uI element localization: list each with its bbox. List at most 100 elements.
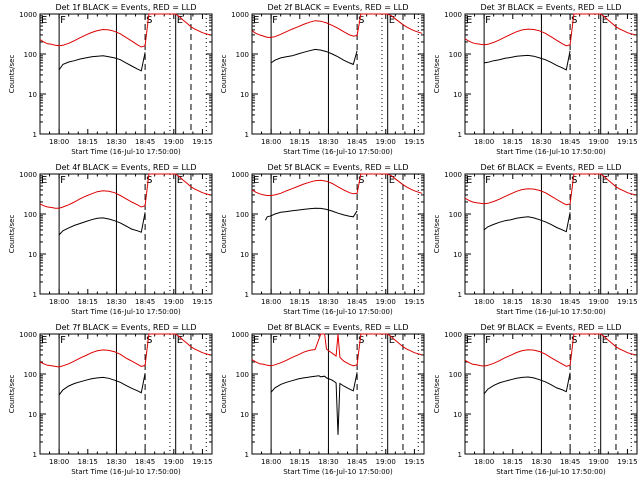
y-tick-label: 10 [240, 411, 249, 419]
y-axis-label: Counts/sec [8, 375, 16, 414]
x-tick-label: 19:15 [404, 138, 424, 146]
y-axis-label: Counts/sec [220, 215, 228, 254]
series-line-lld [464, 13, 636, 47]
y-tick-label: 10 [28, 251, 37, 259]
marker-label: S [571, 15, 577, 26]
series-line-events [270, 48, 358, 66]
chart-panel-9: Det 9f BLACK = Events, RED = LLD 1 10 100 10… [433, 323, 638, 476]
marker-label: E [389, 335, 395, 346]
y-tick-label: 100 [449, 211, 462, 219]
x-tick-label: 19:15 [617, 458, 637, 466]
x-tick-label: 18:30 [531, 298, 551, 306]
x-tick-label: 18:45 [135, 298, 155, 306]
y-tick-label: 100 [236, 211, 249, 219]
x-axis-label: Start Time (16-Jul-10 17:50:00) [283, 468, 393, 476]
x-axis-label: Start Time (16-Jul-10 17:50:00) [71, 148, 181, 156]
x-axis-label: Start Time (16-Jul-10 17:50:00) [71, 308, 181, 316]
y-tick-label: 1 [33, 451, 37, 459]
chart-title: Det 9f BLACK = Events, RED = LLD [480, 323, 621, 332]
y-tick-label: 1000 [231, 331, 249, 339]
x-tick-label: 18:45 [135, 138, 155, 146]
x-tick-label: 18:30 [531, 138, 551, 146]
y-tick-label: 10 [240, 251, 249, 259]
marker-label: F [60, 175, 66, 186]
marker-label: E [602, 175, 608, 186]
chart-panel-3: Det 3f BLACK = Events, RED = LLD 1 10 100 10… [433, 3, 638, 156]
series-line-events [264, 207, 358, 221]
series-line-events [484, 50, 571, 71]
x-tick-label: 18:00 [474, 298, 494, 306]
y-tick-label: 100 [24, 51, 37, 59]
x-tick-label: 18:15 [290, 298, 310, 306]
x-axis-label: Start Time (16-Jul-10 17:50:00) [283, 308, 393, 316]
series-line-events [270, 372, 358, 435]
y-tick-label: 1 [458, 131, 462, 139]
x-tick-label: 18:15 [78, 298, 98, 306]
series-line-lld [39, 173, 211, 209]
series-line-lld [251, 333, 423, 367]
marker-label: S [358, 175, 364, 186]
x-axis-label: Start Time (16-Jul-10 17:50:00) [71, 468, 181, 476]
x-tick-label: 18:45 [560, 458, 580, 466]
x-tick-label: 19:00 [164, 458, 184, 466]
marker-label: E [253, 175, 259, 186]
x-tick-label: 19:00 [589, 298, 609, 306]
y-tick-label: 10 [240, 91, 249, 99]
x-tick-label: 18:15 [78, 138, 98, 146]
chart-panel-7: Det 7f BLACK = Events, RED = LLD 1 10 100 10… [8, 323, 213, 476]
x-axis-label: Start Time (16-Jul-10 17:50:00) [496, 468, 606, 476]
x-tick-label: 18:45 [560, 138, 580, 146]
x-tick-label: 18:15 [290, 458, 310, 466]
x-tick-label: 18:30 [318, 298, 338, 306]
x-tick-label: 18:30 [106, 458, 126, 466]
y-tick-label: 1 [245, 291, 249, 299]
chart-title: Det 3f BLACK = Events, RED = LLD [480, 3, 621, 12]
plot-frame [39, 333, 213, 455]
x-tick-label: 18:45 [347, 458, 367, 466]
chart-title: Det 5f BLACK = Events, RED = LLD [267, 163, 408, 172]
x-axis-label: Start Time (16-Jul-10 17:50:00) [283, 148, 393, 156]
y-tick-label: 1 [245, 451, 249, 459]
y-tick-label: 10 [453, 91, 462, 99]
chart-title: Det 4f BLACK = Events, RED = LLD [55, 163, 196, 172]
x-tick-label: 19:00 [376, 138, 396, 146]
y-tick-label: 1000 [444, 11, 462, 19]
y-tick-label: 1000 [19, 171, 37, 179]
marker-label: F [60, 15, 66, 26]
x-tick-label: 18:15 [503, 458, 523, 466]
x-tick-label: 18:00 [49, 458, 69, 466]
x-tick-label: 18:45 [560, 298, 580, 306]
x-tick-label: 18:15 [290, 138, 310, 146]
y-tick-label: 1 [458, 451, 462, 459]
marker-label: S [571, 175, 577, 186]
marker-label: F [485, 15, 491, 26]
y-axis-label: Counts/sec [8, 215, 16, 254]
marker-label: E [253, 15, 259, 26]
series-line-lld [39, 333, 211, 368]
y-tick-label: 10 [453, 251, 462, 259]
chart-panel-8: Det 8f BLACK = Events, RED = LLD 1 10 100 10… [220, 323, 425, 476]
y-axis-label: Counts/sec [433, 215, 441, 254]
chart-panel-2: Det 2f BLACK = Events, RED = LLD 1 10 100 10… [220, 3, 425, 156]
chart-panel-5: Det 5f BLACK = Events, RED = LLD 1 10 100 10… [220, 163, 425, 316]
y-tick-label: 10 [28, 91, 37, 99]
plot-frame [464, 333, 638, 455]
series-line-events [483, 372, 571, 395]
y-tick-label: 100 [236, 371, 249, 379]
series-line-events [58, 212, 146, 236]
y-tick-label: 10 [453, 411, 462, 419]
x-tick-label: 18:00 [474, 138, 494, 146]
y-tick-label: 1 [33, 291, 37, 299]
chart-title: Det 6f BLACK = Events, RED = LLD [480, 163, 621, 172]
y-tick-label: 1000 [444, 171, 462, 179]
marker-label: F [272, 15, 278, 26]
series-line-lld [251, 13, 423, 38]
y-tick-label: 100 [24, 211, 37, 219]
marker-label: F [485, 175, 491, 186]
x-tick-label: 18:30 [106, 138, 126, 146]
series-line-events [58, 373, 146, 396]
plot-frame [464, 173, 638, 295]
plot-frame [39, 13, 213, 135]
x-tick-label: 18:00 [474, 458, 494, 466]
